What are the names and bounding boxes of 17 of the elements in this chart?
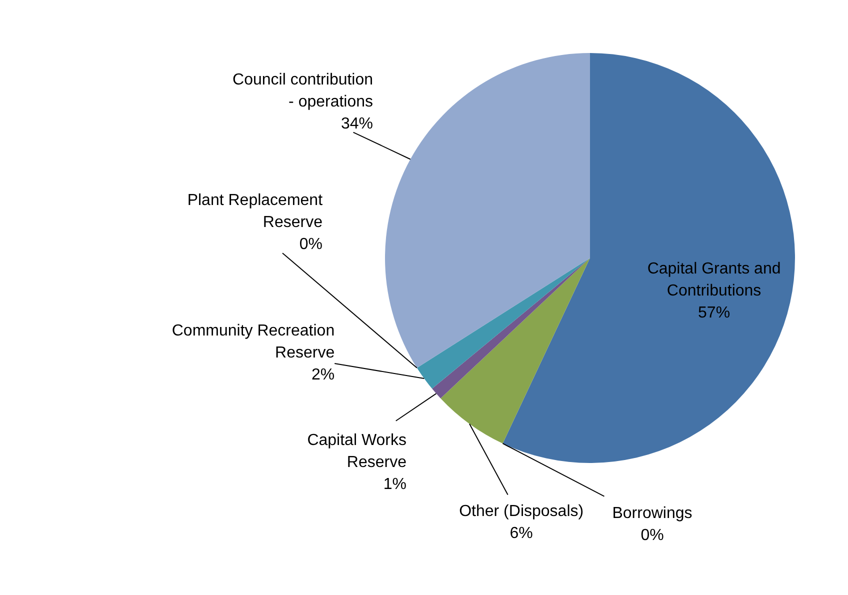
data-label: 2%	[311, 366, 335, 384]
category-label: Plant Replacement Reserve	[187, 192, 323, 232]
data-label: 57%	[698, 304, 730, 322]
slice-label: Community Recreation Reserve	[172, 322, 335, 362]
text: 0%	[640, 526, 664, 544]
text: 0%	[299, 236, 323, 254]
slice-label: Council contribution - operations	[232, 71, 374, 110]
slice-label: Capital Works Reserve	[307, 432, 407, 471]
slice-label: Other (Disposals)	[459, 503, 584, 520]
pie-slice	[440, 258, 590, 444]
data-label: 6%	[510, 525, 533, 542]
category-label: Borrowings	[612, 504, 692, 522]
slice-label: Capital Grants and Contributions	[647, 260, 781, 300]
data-label: 34%	[341, 115, 374, 132]
pie-slice	[385, 53, 590, 368]
pie-slice	[502, 53, 795, 463]
data-label: 1%	[383, 476, 406, 493]
